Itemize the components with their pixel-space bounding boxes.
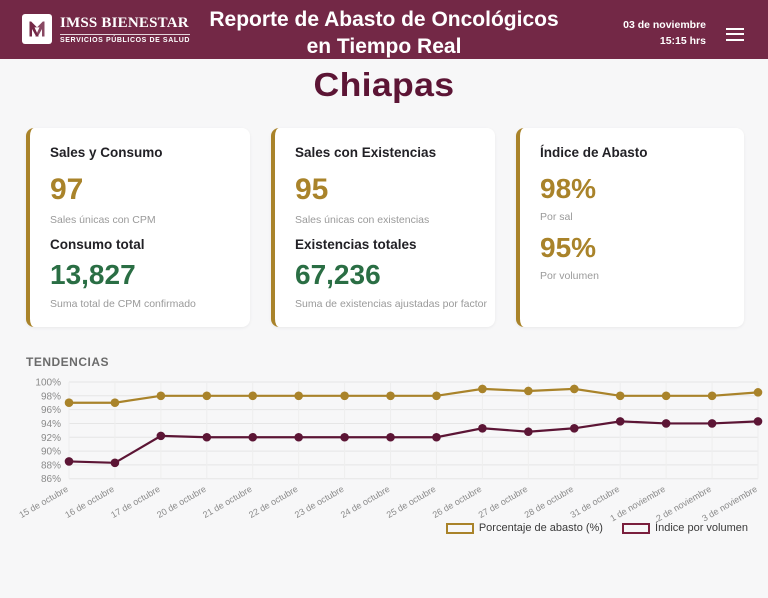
svg-text:20 de octubre: 20 de octubre	[155, 484, 208, 520]
svg-text:92%: 92%	[41, 433, 61, 444]
svg-text:22 de octubre: 22 de octubre	[247, 484, 300, 520]
svg-text:24 de octubre: 24 de octubre	[339, 484, 392, 520]
svg-text:90%: 90%	[41, 447, 61, 458]
svg-text:28 de octubre: 28 de octubre	[523, 484, 576, 520]
svg-text:94%: 94%	[41, 419, 61, 430]
svg-text:25 de octubre: 25 de octubre	[385, 484, 438, 520]
svg-text:100%: 100%	[35, 378, 61, 389]
svg-text:98%: 98%	[41, 391, 61, 402]
svg-text:17 de octubre: 17 de octubre	[109, 484, 162, 520]
svg-text:96%: 96%	[41, 405, 61, 416]
svg-text:27 de octubre: 27 de octubre	[477, 484, 530, 520]
svg-text:88%: 88%	[41, 460, 61, 471]
svg-text:23 de octubre: 23 de octubre	[293, 484, 346, 520]
svg-text:16 de octubre: 16 de octubre	[63, 484, 116, 520]
svg-text:15 de octubre: 15 de octubre	[17, 484, 70, 520]
svg-text:86%: 86%	[41, 474, 61, 485]
svg-text:26 de octubre: 26 de octubre	[431, 484, 484, 520]
svg-text:21 de octubre: 21 de octubre	[201, 484, 254, 520]
